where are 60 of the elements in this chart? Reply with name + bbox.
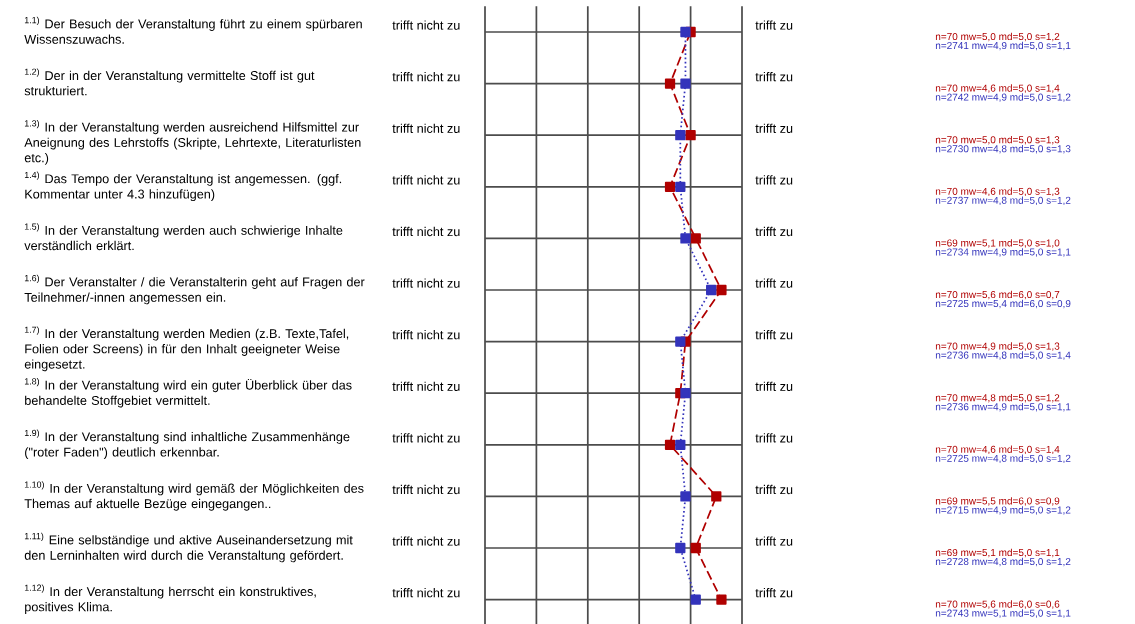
data-label: n=2715 mw=4,9 md=5,0 s=1,2	[935, 506, 1071, 515]
text: trifft nicht zu	[392, 330, 460, 340]
data-label: n=70 mw=4,8 md=5,0 s=1,2	[935, 393, 1060, 403]
text: trifft nicht zu	[392, 588, 460, 598]
data-label: n=2736 mw=4,9 md=5,0 s=1,1	[935, 402, 1071, 412]
data-label: n=2725 mw=4,8 md=5,0 s=1,2	[935, 454, 1071, 464]
data-label: n=2742 mw=4,9 md=5,0 s=1,2	[935, 93, 1071, 102]
y-tick-label: $^{1.10)}$ In der Veranstaltung wird gemäß der Möglichkeiten des Themas auf aktuelle Bezüge eingegangen..	[24, 481, 364, 511]
text: trifft nicht zu	[392, 278, 460, 288]
text: trifft nicht zu	[392, 433, 460, 443]
data-label: n=70 mw=5,6 md=6,0 s=0,7	[935, 290, 1060, 300]
text: trifft zu	[755, 226, 793, 237]
text: trifft zu	[755, 330, 793, 340]
data-label: n=70 mw=5,0 md=5,0 s=1,3	[935, 135, 1060, 145]
data-label: n=2734 mw=4,9 md=5,0 s=1,1	[935, 248, 1071, 257]
data-label: n=70 mw=4,9 md=5,0 s=1,3	[935, 342, 1060, 351]
data-label: n=70 mw=5,6 md=6,0 s=0,6	[935, 600, 1060, 609]
y-tick-label: $^{1.6)}$ Der Veranstalter / die Veranstalterin geht auf Fragen der Teilnehmer/-innen angemessen ein.	[24, 274, 365, 305]
data-label: n=2743 mw=5,1 md=5,0 s=1,1	[935, 609, 1071, 618]
text: trifft zu	[755, 175, 793, 185]
y-tick-label: $^{1.7)}$ In der Veranstaltung werden Medien (z.B. Texte,Tafel, Folien oder Screens) in für den Inhalt geeigneter Weise eingesetzt.	[24, 326, 349, 372]
text: trifft nicht zu	[392, 536, 460, 546]
text: trifft nicht zu	[392, 381, 460, 391]
data-label: n=70 mw=4,6 md=5,0 s=1,4	[935, 84, 1060, 93]
text: trifft zu	[755, 433, 793, 443]
text: trifft nicht zu	[392, 175, 460, 185]
text: trifft nicht zu	[392, 123, 460, 133]
text: trifft zu	[755, 72, 793, 82]
text: trifft zu	[755, 484, 793, 495]
text: trifft zu	[755, 20, 793, 30]
data-label: n=2741 mw=4,9 md=5,0 s=1,1	[935, 41, 1071, 51]
text: trifft zu	[755, 536, 793, 546]
data-label: n=2737 mw=4,8 md=5,0 s=1,2	[935, 196, 1071, 206]
text: trifft nicht zu	[392, 20, 460, 30]
y-tick-label: $^{1.8)}$ In der Veranstaltung wird ein guter Überblick über das behandelte Stoffgebiet vermittelt.	[24, 377, 352, 408]
text: trifft zu	[755, 588, 793, 598]
y-tick-label: $^{1.1)}$ Der Besuch der Veranstaltung führt zu einem spürbaren Wissenszuwachs.	[24, 16, 362, 44]
text: trifft nicht zu	[392, 484, 460, 495]
text: trifft nicht zu	[392, 72, 460, 82]
data-label: n=70 mw=4,6 md=5,0 s=1,4	[935, 445, 1060, 455]
data-label: n=2736 mw=4,8 md=5,0 s=1,4	[935, 351, 1071, 360]
text: trifft zu	[755, 123, 793, 133]
data-label: n=70 mw=5,0 md=5,0 s=1,2	[935, 32, 1060, 42]
y-tick-label: $^{1.3)}$ In der Veranstaltung werden ausreichend Hilfsmittel zur Aneignung des Lehrstoffs (Skripte, Lehrtexte, Literaturlisten etc.)	[24, 120, 361, 165]
data-label: n=70 mw=4,6 md=5,0 s=1,3	[935, 187, 1060, 197]
data-label: n=69 mw=5,1 md=5,0 s=1,1	[935, 548, 1060, 558]
y-tick-label: $^{1.12)}$ In der Veranstaltung herrscht ein konstruktives, positives Klima.	[24, 584, 316, 614]
y-tick-label: $^{1.9)}$ In der Veranstaltung sind inhaltliche Zusammenhänge ("roter Faden") deutlich erkennbar.	[24, 429, 350, 460]
text: trifft nicht zu	[392, 226, 460, 237]
y-tick-label: $^{1.5)}$ In der Veranstaltung werden auch schwierige Inhalte verständlich erklärt.	[24, 223, 343, 251]
data-label: n=2725 mw=5,4 md=6,0 s=0,9	[935, 299, 1071, 309]
y-tick-label: $^{1.4)}$ Das Tempo der Veranstaltung ist angemessen. (ggf. Kommentar unter 4.3 hinzufügen)	[24, 171, 342, 202]
text: trifft zu	[755, 278, 793, 288]
y-tick-label: $^{1.11)}$ Eine selbständige und aktive Auseinandersetzung mit den Lerninhalten wird durch die Veranstaltung gefördert.	[24, 532, 353, 563]
data-label: n=2728 mw=4,8 md=5,0 s=1,2	[935, 557, 1071, 567]
text: trifft zu	[755, 381, 793, 391]
data-label: n=2730 mw=4,8 md=5,0 s=1,3	[935, 144, 1071, 154]
data-label: n=69 mw=5,5 md=6,0 s=0,9	[935, 497, 1060, 506]
y-tick-label: $^{1.2)}$ Der in der Veranstaltung vermittelte Stoff ist gut strukturiert.	[24, 68, 315, 96]
data-label: n=69 mw=5,1 md=5,0 s=1,0	[935, 239, 1060, 248]
